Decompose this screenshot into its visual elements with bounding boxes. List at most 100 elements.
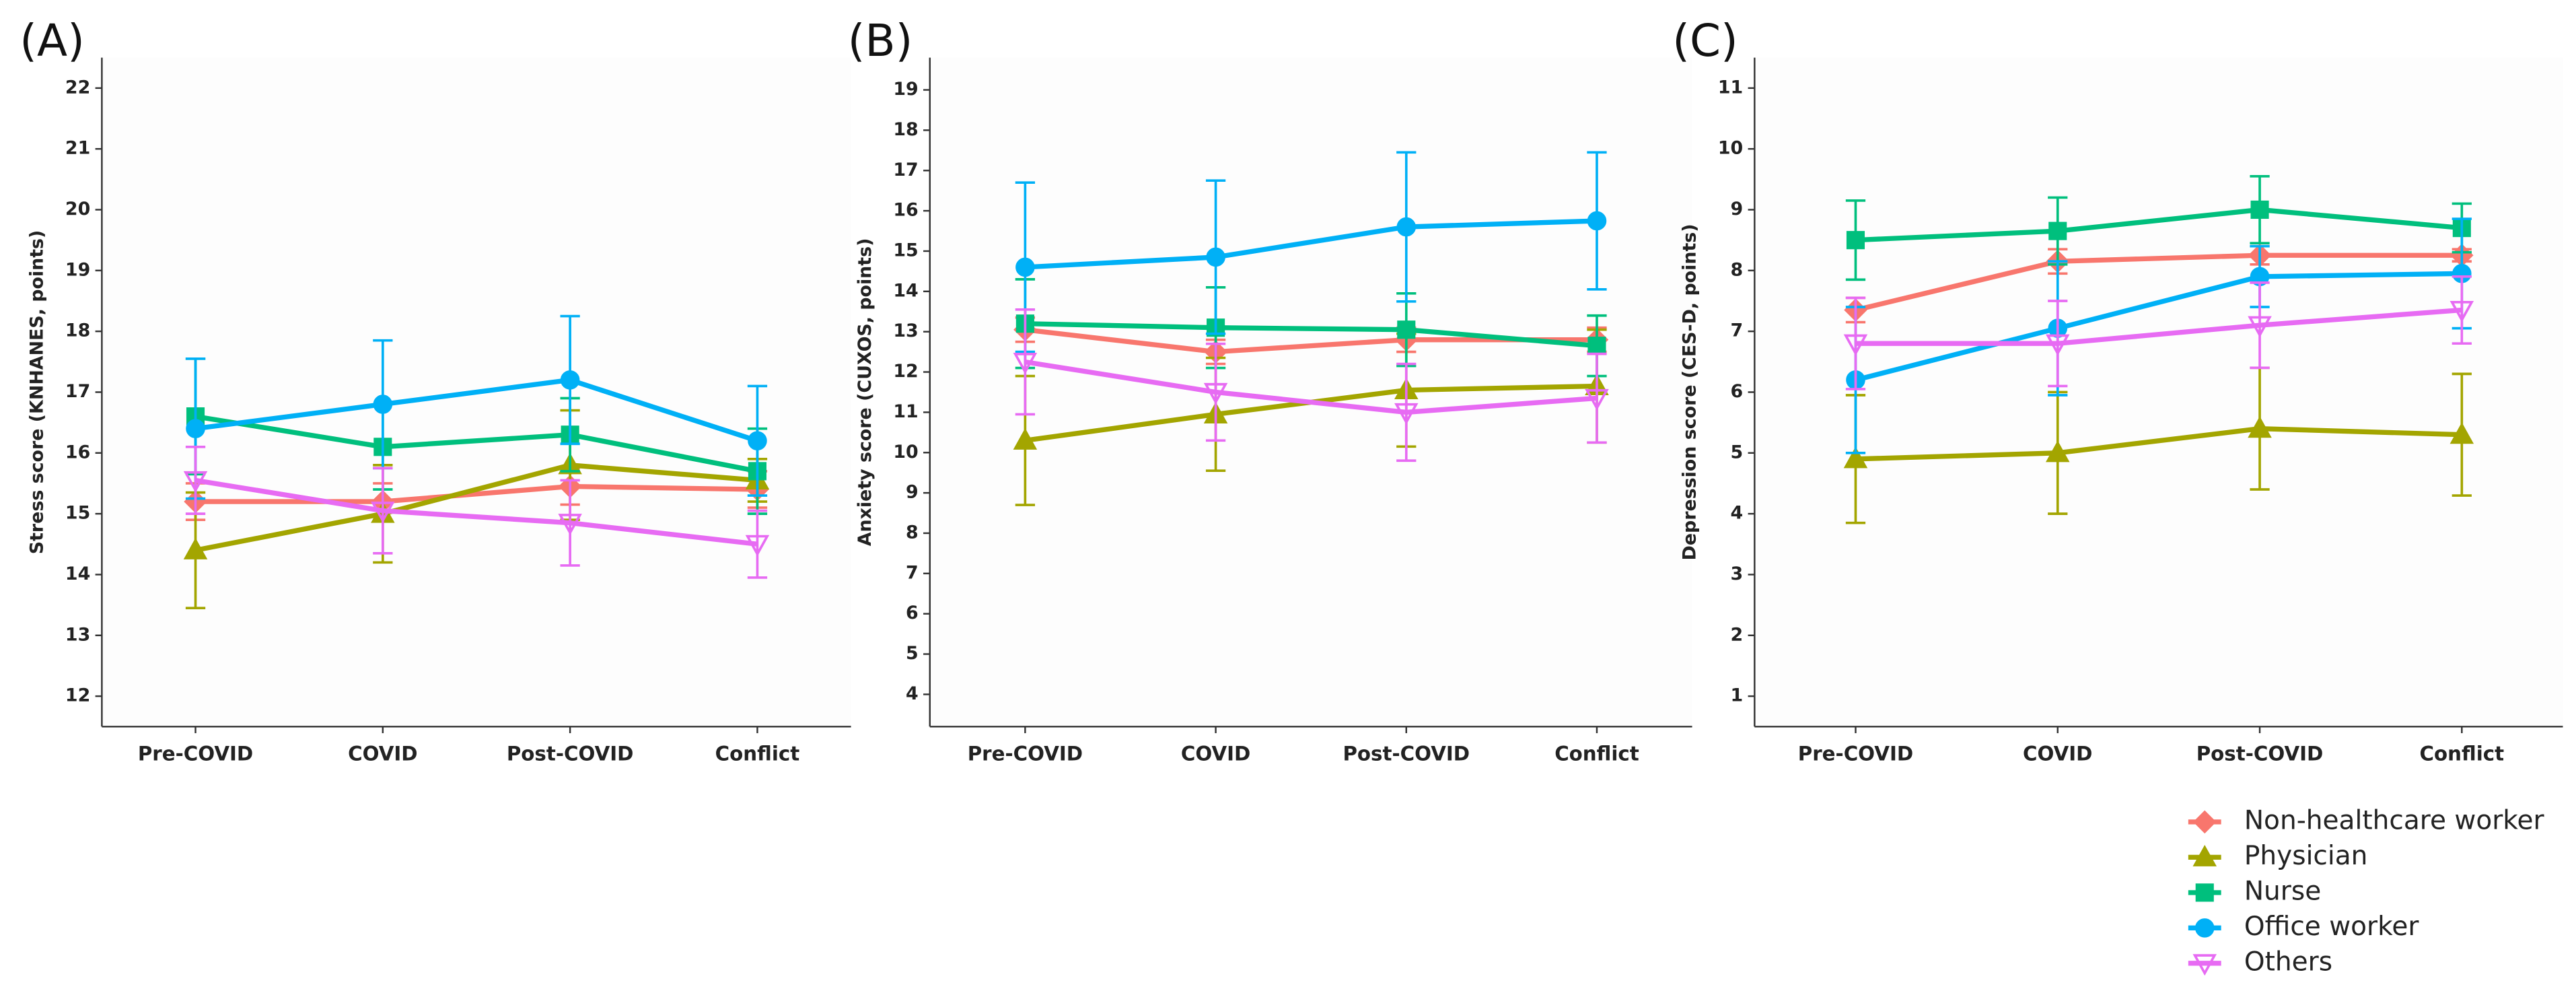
point <box>748 431 767 451</box>
x-tick-label: Conflict <box>2420 742 2505 765</box>
panel-label: (C) <box>1672 15 1738 67</box>
y-tick-label: 13 <box>65 624 90 645</box>
point <box>1397 320 1416 339</box>
point <box>1206 247 1225 267</box>
point <box>1396 217 1417 237</box>
y-tick-label: 7 <box>906 562 919 583</box>
y-tick-label: 19 <box>65 259 90 280</box>
point <box>2192 954 2217 976</box>
point <box>1015 257 1035 277</box>
y-tick-label: 13 <box>893 320 918 341</box>
x-tick-label: Pre-COVID <box>968 742 1083 765</box>
point <box>1203 382 1228 405</box>
x-tick-label: Pre-COVID <box>1798 742 1913 765</box>
point <box>1585 388 1609 411</box>
y-tick-label: 20 <box>65 199 90 219</box>
legend-label: Non-healthcare worker <box>2244 805 2545 835</box>
y-axis-label: Depression score (CES-D, points) <box>1679 224 1700 560</box>
y-tick-label: 16 <box>893 200 918 221</box>
y-axis-label: Stress score (KNHANES, points) <box>26 230 47 555</box>
y-tick-label: 8 <box>1731 259 1744 280</box>
x-tick-label: Conflict <box>715 742 800 765</box>
series-line <box>195 483 758 504</box>
error-bar <box>1587 352 1607 444</box>
point <box>2194 918 2215 938</box>
point <box>2046 440 2070 463</box>
y-tick-label: 5 <box>906 643 919 664</box>
point <box>2250 200 2269 219</box>
y-tick-label: 10 <box>893 442 918 463</box>
legend-label: Nurse <box>2244 876 2321 906</box>
plot-background <box>929 57 1692 727</box>
point <box>373 395 393 414</box>
legend-label: Office worker <box>2244 912 2420 942</box>
y-tick-label: 17 <box>65 381 90 402</box>
y-tick-label: 4 <box>1731 503 1744 524</box>
x-tick-label: Post-COVID <box>2196 742 2324 765</box>
point <box>2193 810 2217 834</box>
y-tick-label: 6 <box>1731 381 1744 402</box>
y-tick-label: 12 <box>65 685 90 706</box>
point <box>183 537 208 559</box>
y-tick-label: 22 <box>65 77 90 98</box>
point <box>560 370 580 390</box>
point <box>1843 334 1868 356</box>
x-tick-label: Pre-COVID <box>138 742 253 765</box>
series-line <box>1855 271 2462 382</box>
y-tick-label: 21 <box>65 138 90 159</box>
y-tick-label: 14 <box>65 563 90 584</box>
series-line <box>1024 359 1598 415</box>
x-tick-label: Post-COVID <box>1343 742 1470 765</box>
y-tick-label: 2 <box>1731 624 1744 645</box>
y-tick-label: 6 <box>906 603 919 623</box>
series-line <box>1855 426 2462 462</box>
series-line <box>1855 252 2462 313</box>
point <box>2048 221 2067 240</box>
point <box>2248 316 2272 338</box>
series-line <box>1855 207 2462 243</box>
series-line <box>194 413 758 474</box>
y-tick-label: 18 <box>893 119 918 140</box>
series-line <box>194 463 758 553</box>
y-tick-label: 14 <box>893 280 918 301</box>
point <box>558 514 582 536</box>
panel-label: (B) <box>848 15 913 67</box>
y-tick-label: 5 <box>1731 442 1744 463</box>
y-tick-label: 8 <box>906 522 919 543</box>
y-tick-label: 17 <box>893 160 918 180</box>
y-axis-label: Anxiety score (CUXOS, points) <box>855 238 875 547</box>
x-tick-label: COVID <box>2023 742 2092 765</box>
point <box>2195 883 2214 902</box>
y-tick-label: 1 <box>1731 685 1744 706</box>
y-tick-label: 9 <box>906 482 919 503</box>
point <box>2449 300 2474 322</box>
legend-label: Physician <box>2244 841 2368 871</box>
point <box>183 471 208 493</box>
y-tick-label: 19 <box>893 79 918 100</box>
series-line <box>194 477 758 547</box>
point <box>1587 337 1606 355</box>
point <box>1013 427 1038 450</box>
point <box>1394 403 1419 425</box>
y-tick-label: 16 <box>65 442 90 463</box>
point <box>745 535 770 557</box>
y-tick-label: 3 <box>1731 563 1744 584</box>
series-line <box>195 377 758 444</box>
y-tick-label: 11 <box>893 401 918 422</box>
y-tick-label: 15 <box>893 240 918 261</box>
point <box>1587 211 1607 231</box>
y-tick-label: 10 <box>1718 138 1743 159</box>
y-tick-label: 11 <box>1718 77 1743 98</box>
series-line <box>1025 218 1598 270</box>
series-line <box>1855 307 2462 346</box>
point <box>2046 334 2070 356</box>
point <box>1846 231 1865 250</box>
point <box>2449 422 2474 444</box>
x-tick-label: Conflict <box>1554 742 1639 765</box>
legend-label: Others <box>2244 947 2332 977</box>
panel-label: (A) <box>20 15 85 67</box>
y-tick-label: 7 <box>1731 320 1744 341</box>
y-tick-label: 9 <box>1731 199 1744 219</box>
point <box>1843 446 1868 469</box>
